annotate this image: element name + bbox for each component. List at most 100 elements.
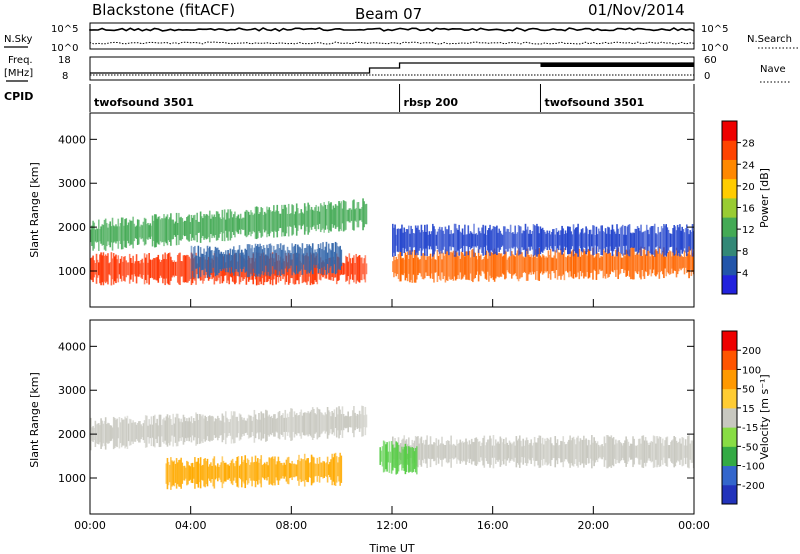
heatmap-cell xyxy=(202,218,204,236)
heatmap-cell xyxy=(349,208,352,223)
heatmap-cell xyxy=(657,226,659,254)
heatmap-cell xyxy=(315,255,317,282)
heatmap-cell xyxy=(403,259,406,274)
heatmap-cell xyxy=(361,207,363,222)
heatmap-cell xyxy=(358,255,361,283)
heatmap-cell xyxy=(428,231,431,250)
heatmap-cell xyxy=(216,415,219,441)
heatmap-cell xyxy=(107,227,109,242)
heatmap-cell xyxy=(529,229,531,251)
heatmap-cell xyxy=(457,256,459,276)
heatmap-cell xyxy=(651,441,654,462)
heatmap-cell xyxy=(186,418,188,441)
heatmap-cell xyxy=(412,257,415,275)
heatmap-cell xyxy=(658,232,661,249)
heatmap-cell xyxy=(493,445,496,458)
heatmap-cell xyxy=(251,456,253,487)
heatmap-cell xyxy=(107,422,109,444)
heatmap-cell xyxy=(102,423,105,444)
heatmap-cell xyxy=(231,217,234,232)
heatmap-cell xyxy=(419,232,422,249)
heatmap-cell xyxy=(313,457,315,483)
heatmap-cell xyxy=(473,223,475,257)
heatmap-cell xyxy=(674,253,677,272)
heatmap-cell xyxy=(221,253,224,269)
heatmap-cell xyxy=(222,217,225,234)
heatmap-cell xyxy=(426,256,428,276)
heatmap-cell xyxy=(310,206,313,230)
heatmap-cell xyxy=(628,249,631,277)
heatmap-cell xyxy=(215,418,218,438)
heatmap-cell xyxy=(188,417,190,442)
heatmap-cell xyxy=(259,419,261,433)
heatmap-cell xyxy=(616,256,618,270)
heatmap-cell xyxy=(314,257,316,281)
heatmap-cell xyxy=(341,208,344,224)
heatmap-cell xyxy=(255,246,258,275)
heatmap-cell xyxy=(102,252,105,286)
heatmap-cell xyxy=(478,441,481,463)
heatmap-cell xyxy=(416,253,418,280)
heatmap-cell xyxy=(603,436,606,467)
heatmap-cell xyxy=(489,224,491,256)
heatmap-cell xyxy=(432,253,434,279)
colorbar-tick-label: -15 xyxy=(742,423,758,434)
heatmap-cell xyxy=(668,233,671,248)
heatmap-cell xyxy=(396,228,399,252)
heatmap-cell xyxy=(573,229,576,252)
heatmap-cell xyxy=(551,257,553,272)
power-field xyxy=(90,198,695,286)
heatmap-cell xyxy=(167,461,170,486)
heatmap-cell xyxy=(123,256,125,281)
heatmap-cell xyxy=(575,444,577,460)
heatmap-cell xyxy=(482,258,484,272)
heatmap-cell xyxy=(160,218,163,243)
heatmap-cell xyxy=(460,232,463,248)
heatmap-cell xyxy=(302,412,305,436)
heatmap-cell xyxy=(220,420,223,436)
heatmap-cell xyxy=(673,254,676,271)
heatmap-cell xyxy=(316,211,319,225)
heatmap-cell xyxy=(297,244,299,274)
heatmap-cell xyxy=(322,242,324,275)
heatmap-cell xyxy=(546,257,549,272)
heatmap-cell xyxy=(490,230,492,251)
colorbar-swatch xyxy=(722,388,737,409)
heatmap-cell xyxy=(258,462,260,480)
heatmap-cell xyxy=(618,252,621,275)
y-tick-label: 2000 xyxy=(58,428,86,441)
heatmap-cell xyxy=(311,407,314,441)
heatmap-cell xyxy=(196,263,198,275)
heatmap-cell xyxy=(222,460,225,484)
heatmap-cell xyxy=(164,252,166,286)
colorbar-tick-label: 16 xyxy=(742,204,755,215)
heatmap-cell xyxy=(518,250,521,279)
heatmap-cell xyxy=(583,233,585,248)
heatmap-cell xyxy=(221,413,224,443)
heatmap-cell xyxy=(427,444,430,459)
heatmap-cell xyxy=(504,250,506,280)
heatmap-cell xyxy=(166,254,169,284)
heatmap-cell xyxy=(573,439,576,464)
colorbar-tick-label: 24 xyxy=(742,160,755,171)
heatmap-cell xyxy=(545,233,547,247)
heatmap-cell xyxy=(178,460,180,487)
heatmap-cell xyxy=(653,436,656,468)
heatmap-cell xyxy=(510,232,513,248)
heatmap-cell xyxy=(499,253,502,277)
heatmap-cell xyxy=(556,439,559,465)
heatmap-cell xyxy=(577,435,579,468)
heatmap-cell xyxy=(604,228,607,253)
heatmap-cell xyxy=(269,458,272,484)
heatmap-cell xyxy=(285,459,288,482)
heatmap-cell xyxy=(189,222,192,234)
heatmap-cell xyxy=(254,206,257,239)
heatmap-cell xyxy=(413,249,416,283)
heatmap-cell xyxy=(335,242,338,274)
heatmap-cell xyxy=(277,244,280,276)
heatmap-cell xyxy=(268,457,271,485)
heatmap-cell xyxy=(126,262,129,276)
heatmap-cell xyxy=(243,217,245,230)
heatmap-cell xyxy=(329,412,331,434)
